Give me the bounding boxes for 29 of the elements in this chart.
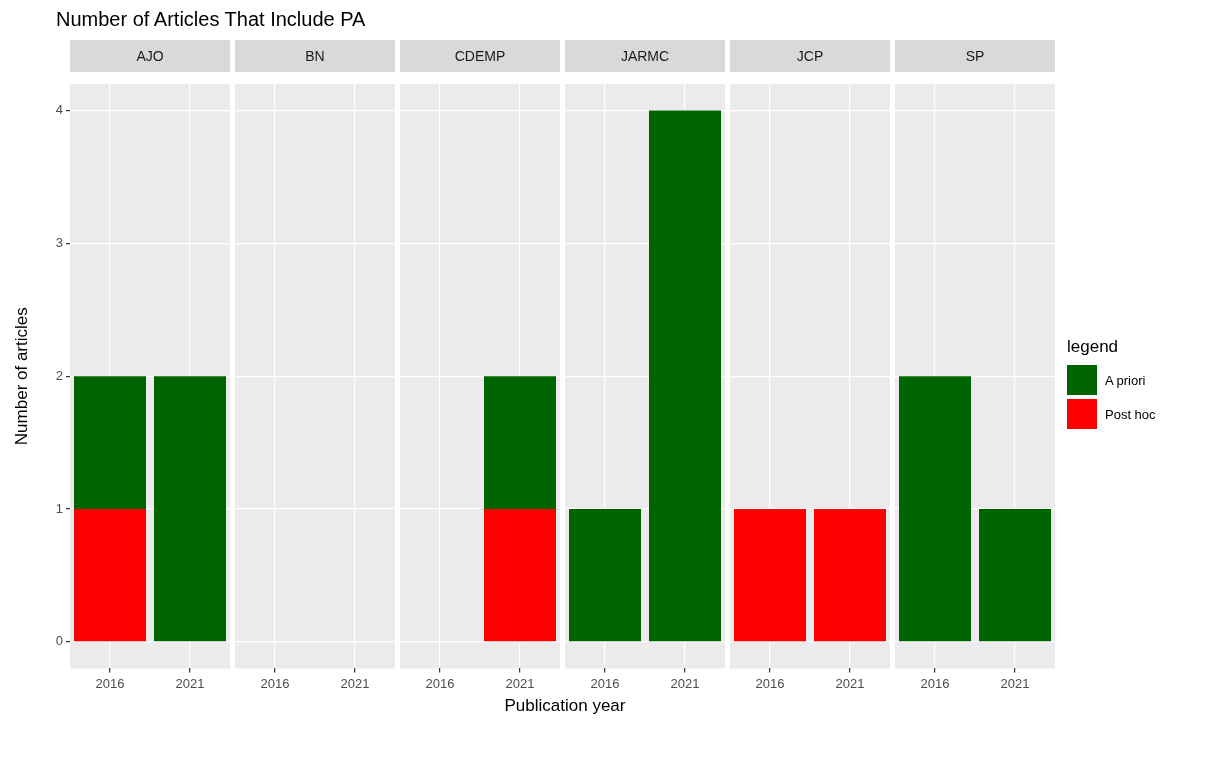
x-tick-label: 2016 bbox=[920, 675, 950, 691]
x-tick-label: 2021 bbox=[1000, 675, 1030, 691]
chart-title: BN bbox=[235, 40, 395, 72]
y-tick-label: 2 bbox=[55, 367, 63, 383]
y-tick-label: 3 bbox=[55, 234, 63, 250]
y-tick-label: 4 bbox=[55, 102, 63, 118]
x-tick-label: 2016 bbox=[425, 675, 455, 691]
chart-title: JCP bbox=[730, 40, 890, 72]
x-tick-label: 2021 bbox=[175, 675, 205, 691]
x-tick-label: 2016 bbox=[260, 675, 290, 691]
legend-label: A priori bbox=[1105, 372, 1146, 388]
chart-title: SP bbox=[895, 40, 1055, 72]
x-tick-label: 2016 bbox=[755, 675, 785, 691]
x-tick-label: 2021 bbox=[340, 675, 370, 691]
chart-title: JARMC bbox=[565, 40, 725, 72]
chart-title: AJO bbox=[70, 40, 230, 72]
legend-title: legend bbox=[1067, 337, 1120, 357]
x-tick-label: 2016 bbox=[95, 675, 125, 691]
y-tick-label: 1 bbox=[55, 500, 63, 516]
chart-title: CDEMP bbox=[400, 40, 560, 72]
y-tick-label: 0 bbox=[55, 633, 63, 649]
legend-label: Post hoc bbox=[1105, 406, 1156, 422]
x-tick-label: 2021 bbox=[505, 675, 535, 691]
y-axis-title: Number of articles bbox=[11, 307, 31, 446]
x-tick-label: 2021 bbox=[835, 675, 865, 691]
x-tick-label: 2021 bbox=[670, 675, 700, 691]
text: Number of Articles That Include PA bbox=[56, 8, 367, 32]
x-axis-title: Publication year bbox=[503, 696, 627, 716]
x-tick-label: 2016 bbox=[590, 675, 620, 691]
